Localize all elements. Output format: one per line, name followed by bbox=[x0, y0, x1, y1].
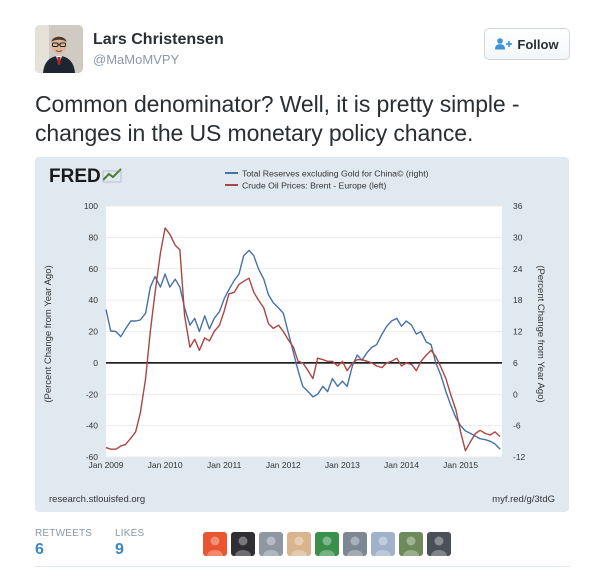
y-tick-label-left: -20 bbox=[86, 389, 99, 399]
series-line-china-reserves bbox=[105, 249, 501, 450]
legend-label-brent: Crude Oil Prices: Brent - Europe (left) bbox=[242, 181, 386, 191]
retweets-count: 6 bbox=[35, 541, 44, 558]
legend-label-china: Total Reserves excluding Gold for China©… bbox=[242, 169, 429, 179]
y-tick-label-right: 30 bbox=[513, 232, 523, 242]
source-left: research.stlouisfed.org bbox=[49, 494, 145, 505]
series-line-brent-oil bbox=[105, 227, 501, 452]
liker-avatar-5[interactable] bbox=[315, 532, 339, 556]
author-avatar[interactable] bbox=[35, 25, 83, 73]
tweet-header: Lars Christensen @MaMoMVPY Follow bbox=[35, 25, 570, 77]
liker-avatar-8[interactable] bbox=[399, 532, 423, 556]
x-tick-label: Jan 2011 bbox=[207, 460, 242, 470]
x-tick-label: Jan 2014 bbox=[384, 460, 419, 470]
avatar-portrait-icon bbox=[35, 25, 83, 73]
y-axis-label-right: (Percent Change from Year Ago) bbox=[535, 265, 546, 402]
x-tick-label: Jan 2013 bbox=[325, 460, 360, 470]
author-name[interactable]: Lars Christensen bbox=[93, 31, 224, 48]
likes-stat[interactable]: LIKES 9 bbox=[115, 528, 144, 559]
liker-avatar-1[interactable] bbox=[203, 532, 227, 556]
attached-chart-image[interactable]: FRED Total Reserves excluding Gold for C… bbox=[35, 157, 569, 512]
tweet-text: Common denominator? Well, it is pretty s… bbox=[35, 91, 520, 146]
y-tick-label-left: 0 bbox=[93, 358, 98, 368]
liker-avatar-4[interactable] bbox=[287, 532, 311, 556]
y-tick-label-right: 18 bbox=[513, 295, 523, 305]
follow-button[interactable]: Follow bbox=[484, 28, 570, 60]
source-right: myf.red/g/3tdG bbox=[492, 494, 555, 505]
y-tick-label-left: 20 bbox=[89, 327, 99, 337]
retweets-label: RETWEETS bbox=[35, 528, 93, 539]
follow-label: Follow bbox=[517, 36, 559, 52]
y-tick-label-right: 6 bbox=[513, 358, 518, 368]
author-handle[interactable]: @MaMoMVPY bbox=[93, 52, 180, 67]
liker-avatar-7[interactable] bbox=[371, 532, 395, 556]
liker-avatars bbox=[203, 532, 451, 556]
liker-avatar-2[interactable] bbox=[231, 532, 255, 556]
y-axis-label-left: (Percent Change from Year Ago) bbox=[43, 265, 54, 402]
y-tick-label-left: 60 bbox=[89, 264, 99, 274]
fred-logo: FRED bbox=[49, 166, 101, 187]
y-tick-label-left: 100 bbox=[84, 201, 98, 211]
y-tick-label-right: 0 bbox=[513, 389, 518, 399]
x-tick-label: Jan 2012 bbox=[266, 460, 301, 470]
y-tick-label-left: 40 bbox=[89, 295, 99, 305]
x-tick-label: Jan 2010 bbox=[148, 460, 183, 470]
likes-count: 9 bbox=[115, 541, 124, 558]
y-tick-label-left: -60 bbox=[86, 452, 99, 462]
y-tick-label-right: 12 bbox=[513, 327, 523, 337]
y-tick-label-right: 24 bbox=[513, 264, 523, 274]
y-tick-label-right: -12 bbox=[513, 452, 526, 462]
y-tick-label-right: -6 bbox=[513, 421, 521, 431]
likes-label: LIKES bbox=[115, 528, 145, 539]
y-tick-label-left: 80 bbox=[89, 232, 99, 242]
liker-avatar-6[interactable] bbox=[343, 532, 367, 556]
retweets-stat[interactable]: RETWEETS 6 bbox=[35, 528, 92, 559]
liker-avatar-3[interactable] bbox=[259, 532, 283, 556]
fred-line-chart: FRED Total Reserves excluding Gold for C… bbox=[43, 166, 555, 505]
follow-user-icon bbox=[495, 38, 513, 50]
x-tick-label: Jan 2015 bbox=[443, 460, 478, 470]
tweet-stats: RETWEETS 6 LIKES 9 bbox=[35, 528, 575, 563]
x-tick-label: Jan 2009 bbox=[89, 460, 124, 470]
y-tick-label-left: -40 bbox=[86, 421, 99, 431]
liker-avatar-9[interactable] bbox=[427, 532, 451, 556]
y-tick-label-right: 36 bbox=[513, 201, 523, 211]
fred-logo-chart-icon bbox=[102, 168, 122, 181]
divider bbox=[35, 566, 570, 567]
